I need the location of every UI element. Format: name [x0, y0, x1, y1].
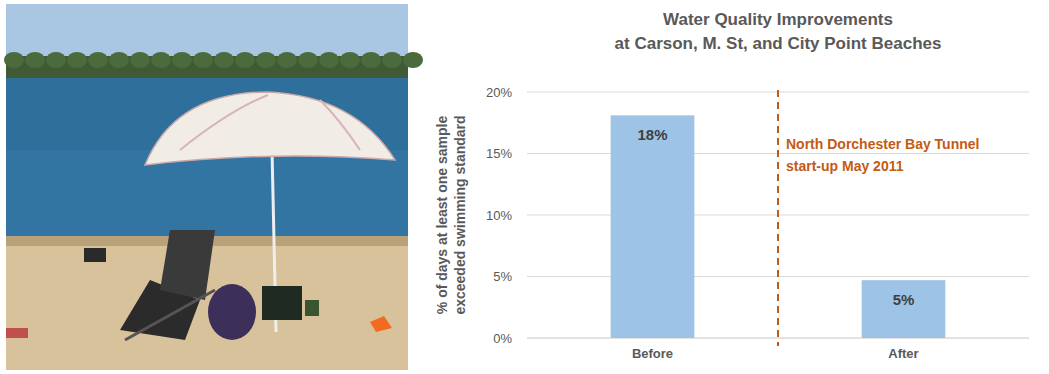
bag	[208, 284, 256, 340]
y-tick-label: 15%	[486, 146, 512, 161]
divider-line	[777, 90, 779, 346]
photo-frame	[6, 4, 408, 370]
chair-leg	[125, 290, 215, 340]
chair-back	[160, 230, 215, 300]
tree	[382, 52, 402, 68]
umbrella-pattern	[180, 95, 360, 150]
data-label: 5%	[893, 291, 915, 308]
tree	[403, 52, 423, 68]
towel	[6, 328, 28, 338]
tree	[235, 52, 255, 68]
y-axis-title-line: % of days at least one sample	[434, 116, 450, 315]
grid-line	[527, 338, 1029, 339]
chart-title-line: Water Quality Improvements	[663, 10, 893, 29]
tree	[277, 52, 297, 68]
tree	[109, 52, 129, 68]
tree	[151, 52, 171, 68]
cooler	[262, 286, 302, 320]
chart-title-line: at Carson, M. St, and City Point Beaches	[615, 34, 942, 53]
umbrella	[145, 92, 395, 165]
tree	[4, 52, 24, 68]
y-tick-label: 5%	[493, 269, 512, 284]
water-shade	[6, 150, 408, 238]
tree	[67, 52, 87, 68]
tree	[256, 52, 276, 68]
annotation-line: start-up May 2011	[786, 158, 904, 174]
water	[6, 78, 408, 238]
tree	[88, 52, 108, 68]
chart-title: Water Quality Improvements at Carson, M. …	[615, 10, 942, 53]
tree	[298, 52, 318, 68]
x-axis-line	[527, 338, 1029, 339]
x-tick-label: Before	[632, 346, 673, 361]
tree	[25, 52, 45, 68]
data-label: 18%	[637, 126, 667, 143]
bar	[862, 280, 946, 338]
y-axis-title-line: exceeded swimming standard	[452, 115, 468, 314]
y-tick-label: 0%	[493, 331, 512, 346]
tree	[340, 52, 360, 68]
annotation: North Dorchester Bay Tunnel start-up May …	[786, 136, 979, 174]
tree	[46, 52, 66, 68]
tree	[172, 52, 192, 68]
tree	[319, 52, 339, 68]
tree	[361, 52, 381, 68]
photo	[4, 4, 423, 370]
tree	[214, 52, 234, 68]
bag-small	[84, 248, 106, 262]
bottle	[305, 300, 319, 316]
tree	[193, 52, 213, 68]
page: Water Quality Improvements at Carson, M. …	[0, 0, 1049, 374]
toy	[370, 316, 392, 332]
tree	[130, 52, 150, 68]
y-tick-label: 10%	[486, 208, 512, 223]
annotation-line: North Dorchester Bay Tunnel	[786, 136, 979, 152]
bar	[611, 115, 695, 338]
sky	[6, 4, 408, 56]
y-tick-label: 20%	[486, 85, 512, 100]
y-axis-title: % of days at least one sampleexceeded sw…	[434, 115, 468, 314]
x-tick-label: After	[888, 346, 918, 361]
